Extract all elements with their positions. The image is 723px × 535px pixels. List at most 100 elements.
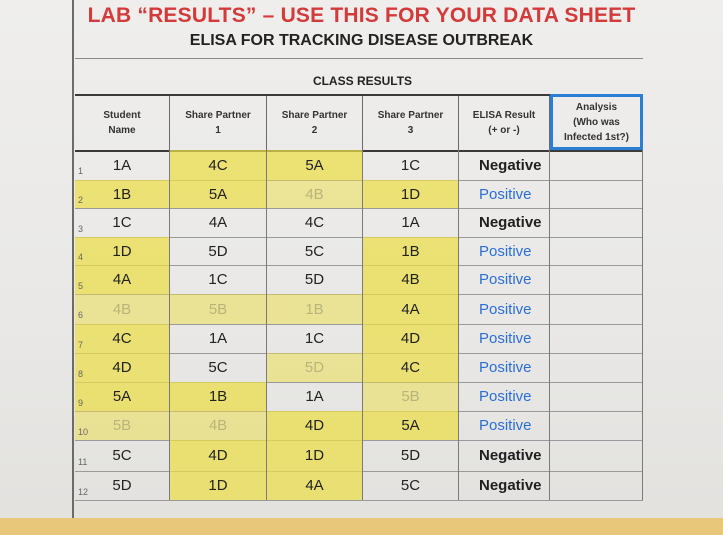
row-number: 1 xyxy=(78,166,84,176)
row-number: 6 xyxy=(78,310,84,320)
analysis-cell xyxy=(550,411,643,440)
student-name-cell: 4D xyxy=(75,353,170,382)
elisa-result-cell: Negative xyxy=(459,440,550,471)
row-number: 3 xyxy=(78,224,84,234)
table-row: 5B 4B 4D 5A Positive xyxy=(75,411,643,441)
share-partner-cell: 1C xyxy=(267,324,363,353)
header-student: Student Name xyxy=(75,96,170,150)
share-partner-cell: 4B xyxy=(363,265,459,294)
elisa-result-cell: Negative xyxy=(459,208,550,237)
share-partner-cell: 4D xyxy=(363,324,459,353)
header-text: Infected 1st?) xyxy=(563,131,629,143)
student-name-cell: 5B xyxy=(75,411,170,440)
analysis-cell xyxy=(550,471,643,500)
share-partner-cell: 1C xyxy=(170,265,267,294)
share-partner-cell: 5C xyxy=(170,353,267,382)
table-row: 4A 1C 5D 4B Positive xyxy=(75,265,643,295)
share-partner-cell: 1D xyxy=(170,471,267,500)
header-analysis: Analysis (Who was Infected 1st?) xyxy=(550,94,643,150)
row-number: 4 xyxy=(78,252,84,262)
header-partner-1: Share Partner 1 xyxy=(170,96,267,150)
student-name-cell: 1A xyxy=(75,150,170,180)
share-partner-cell: 4C xyxy=(267,208,363,237)
share-partner-cell: 5D xyxy=(267,353,363,382)
share-partner-cell: 1D xyxy=(363,180,459,208)
share-partner-cell: 4A xyxy=(170,208,267,237)
row-number: 8 xyxy=(78,369,84,379)
elisa-result-cell: Negative xyxy=(459,150,550,180)
student-name-cell: 4B xyxy=(75,294,170,324)
share-partner-cell: 4C xyxy=(170,150,267,180)
table-row: 5D 1D 4A 5C Negative xyxy=(75,471,643,501)
share-partner-cell: 1A xyxy=(170,324,267,353)
analysis-cell xyxy=(550,440,643,471)
share-partner-cell: 5B xyxy=(363,382,459,411)
margin-line xyxy=(72,0,74,520)
row-number: 2 xyxy=(78,195,84,205)
analysis-cell xyxy=(550,265,643,294)
page-title: LAB “RESULTS” – USE THIS FOR YOUR DATA S… xyxy=(87,4,636,27)
student-name-cell: 5C xyxy=(75,440,170,471)
table-row: 1C 4A 4C 1A Negative xyxy=(75,208,643,238)
page-subtitle: ELISA FOR TRACKING DISEASE OUTBREAK xyxy=(189,32,534,49)
table-row: 1A 4C 5A 1C Negative xyxy=(75,150,643,181)
share-partner-cell: 5D xyxy=(363,440,459,471)
share-partner-cell: 1B xyxy=(170,382,267,411)
share-partner-cell: 1A xyxy=(363,208,459,237)
elisa-result-cell: Positive xyxy=(459,180,550,208)
share-partner-cell: 1C xyxy=(363,150,459,180)
analysis-cell xyxy=(550,324,643,353)
header-text: Share Partner xyxy=(377,110,444,121)
share-partner-cell: 5D xyxy=(267,265,363,294)
share-partner-cell: 5B xyxy=(170,294,267,324)
row-number: 7 xyxy=(78,340,84,350)
table-row: 5C 4D 1D 5D Negative xyxy=(75,440,643,472)
header-text: 1 xyxy=(215,125,221,136)
share-partner-cell: 4B xyxy=(170,411,267,440)
share-partner-cell: 4B xyxy=(267,180,363,208)
share-partner-cell: 5C xyxy=(267,237,363,265)
elisa-result-cell: Positive xyxy=(459,294,550,324)
row-number: 12 xyxy=(78,487,89,497)
header-partner-2: Share Partner 2 xyxy=(267,96,363,150)
student-name-cell: 5A xyxy=(75,382,170,411)
header-text: 3 xyxy=(407,125,414,136)
header-text: (+ or -) xyxy=(488,125,520,136)
elisa-result-cell: Positive xyxy=(459,265,550,294)
row-number: 5 xyxy=(78,281,84,291)
share-partner-cell: 1D xyxy=(267,440,363,471)
table-row: 1D 5D 5C 1B Positive xyxy=(75,237,643,266)
desk-edge xyxy=(0,518,723,535)
elisa-result-cell: Positive xyxy=(459,382,550,411)
header-text: Share Partner xyxy=(281,110,348,121)
share-partner-cell: 5C xyxy=(363,471,459,500)
table-row: 5A 1B 1A 5B Positive xyxy=(75,382,643,412)
header-text: Student xyxy=(103,110,141,121)
analysis-cell xyxy=(550,294,643,324)
analysis-cell xyxy=(550,180,643,208)
row-number: 10 xyxy=(78,427,89,437)
table-row: 4D 5C 5D 4C Positive xyxy=(75,353,643,383)
student-name-cell: 4A xyxy=(75,265,170,294)
header-partner-3: Share Partner 3 xyxy=(363,96,459,150)
student-name-cell: 1D xyxy=(75,237,170,265)
analysis-cell xyxy=(550,353,643,382)
section-label: CLASS RESULTS xyxy=(312,74,413,88)
header-text: Share Partner xyxy=(185,110,251,121)
share-partner-cell: 4A xyxy=(267,471,363,500)
analysis-cell xyxy=(550,237,643,265)
elisa-result-cell: Negative xyxy=(459,471,550,500)
divider xyxy=(75,58,643,59)
analysis-cell xyxy=(550,208,643,237)
table-row: 1B 5A 4B 1D Positive xyxy=(75,180,643,209)
table-row: 4B 5B 1B 4A Positive xyxy=(75,294,643,325)
share-partner-cell: 4A xyxy=(363,294,459,324)
student-name-cell: 4C xyxy=(75,324,170,353)
share-partner-cell: 4C xyxy=(363,353,459,382)
elisa-result-cell: Positive xyxy=(459,353,550,382)
share-partner-cell: 4D xyxy=(267,411,363,440)
row-number: 9 xyxy=(78,398,84,408)
table-header: Student Name Share Partner 1 Share Partner… xyxy=(75,94,643,152)
elisa-result-cell: Positive xyxy=(459,324,550,353)
